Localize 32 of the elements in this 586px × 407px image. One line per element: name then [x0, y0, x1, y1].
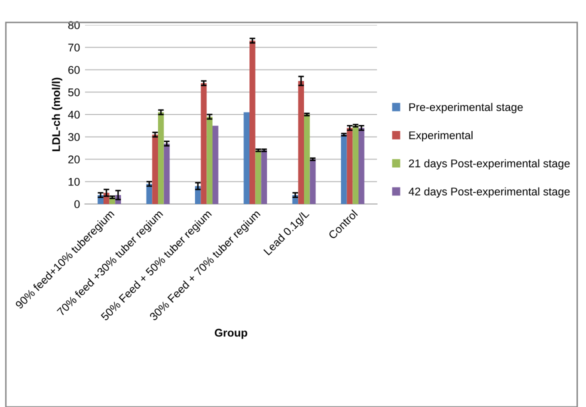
- bar: [206, 116, 213, 204]
- y-tick-label: 70: [68, 44, 80, 52]
- bar: [200, 83, 207, 204]
- y-axis-title: LDL-ch (mol/l): [52, 78, 62, 152]
- bar: [158, 112, 164, 204]
- legend-label: 42 days Post-experimental stage: [408, 187, 570, 198]
- legend-label: Experimental: [409, 131, 472, 142]
- bar: [212, 126, 218, 204]
- bar: [340, 134, 347, 204]
- bar: [244, 112, 250, 204]
- bar: [249, 40, 256, 204]
- y-tick-label: 20: [68, 156, 80, 164]
- bar: [298, 80, 304, 204]
- x-axis-title: Group: [214, 328, 248, 339]
- bar: [261, 150, 268, 204]
- bar: [194, 186, 201, 204]
- y-tick-label: 30: [68, 133, 80, 142]
- bar: [358, 128, 364, 204]
- bar: [310, 159, 316, 204]
- y-tick-label: 40: [68, 110, 80, 119]
- bar: [304, 114, 310, 204]
- bar: [352, 126, 359, 204]
- legend-label: 21 days Post-experimental stage: [408, 159, 570, 170]
- bar: [255, 150, 262, 204]
- y-tick-label: 60: [68, 66, 80, 74]
- y-tick-label: 10: [68, 178, 80, 186]
- bar: [152, 134, 158, 204]
- bar: [164, 144, 170, 204]
- bar: [346, 128, 353, 204]
- y-tick-label: 0: [74, 200, 80, 208]
- legend-label: Pre-experimental stage: [409, 102, 523, 114]
- y-tick-label: 50: [68, 88, 80, 96]
